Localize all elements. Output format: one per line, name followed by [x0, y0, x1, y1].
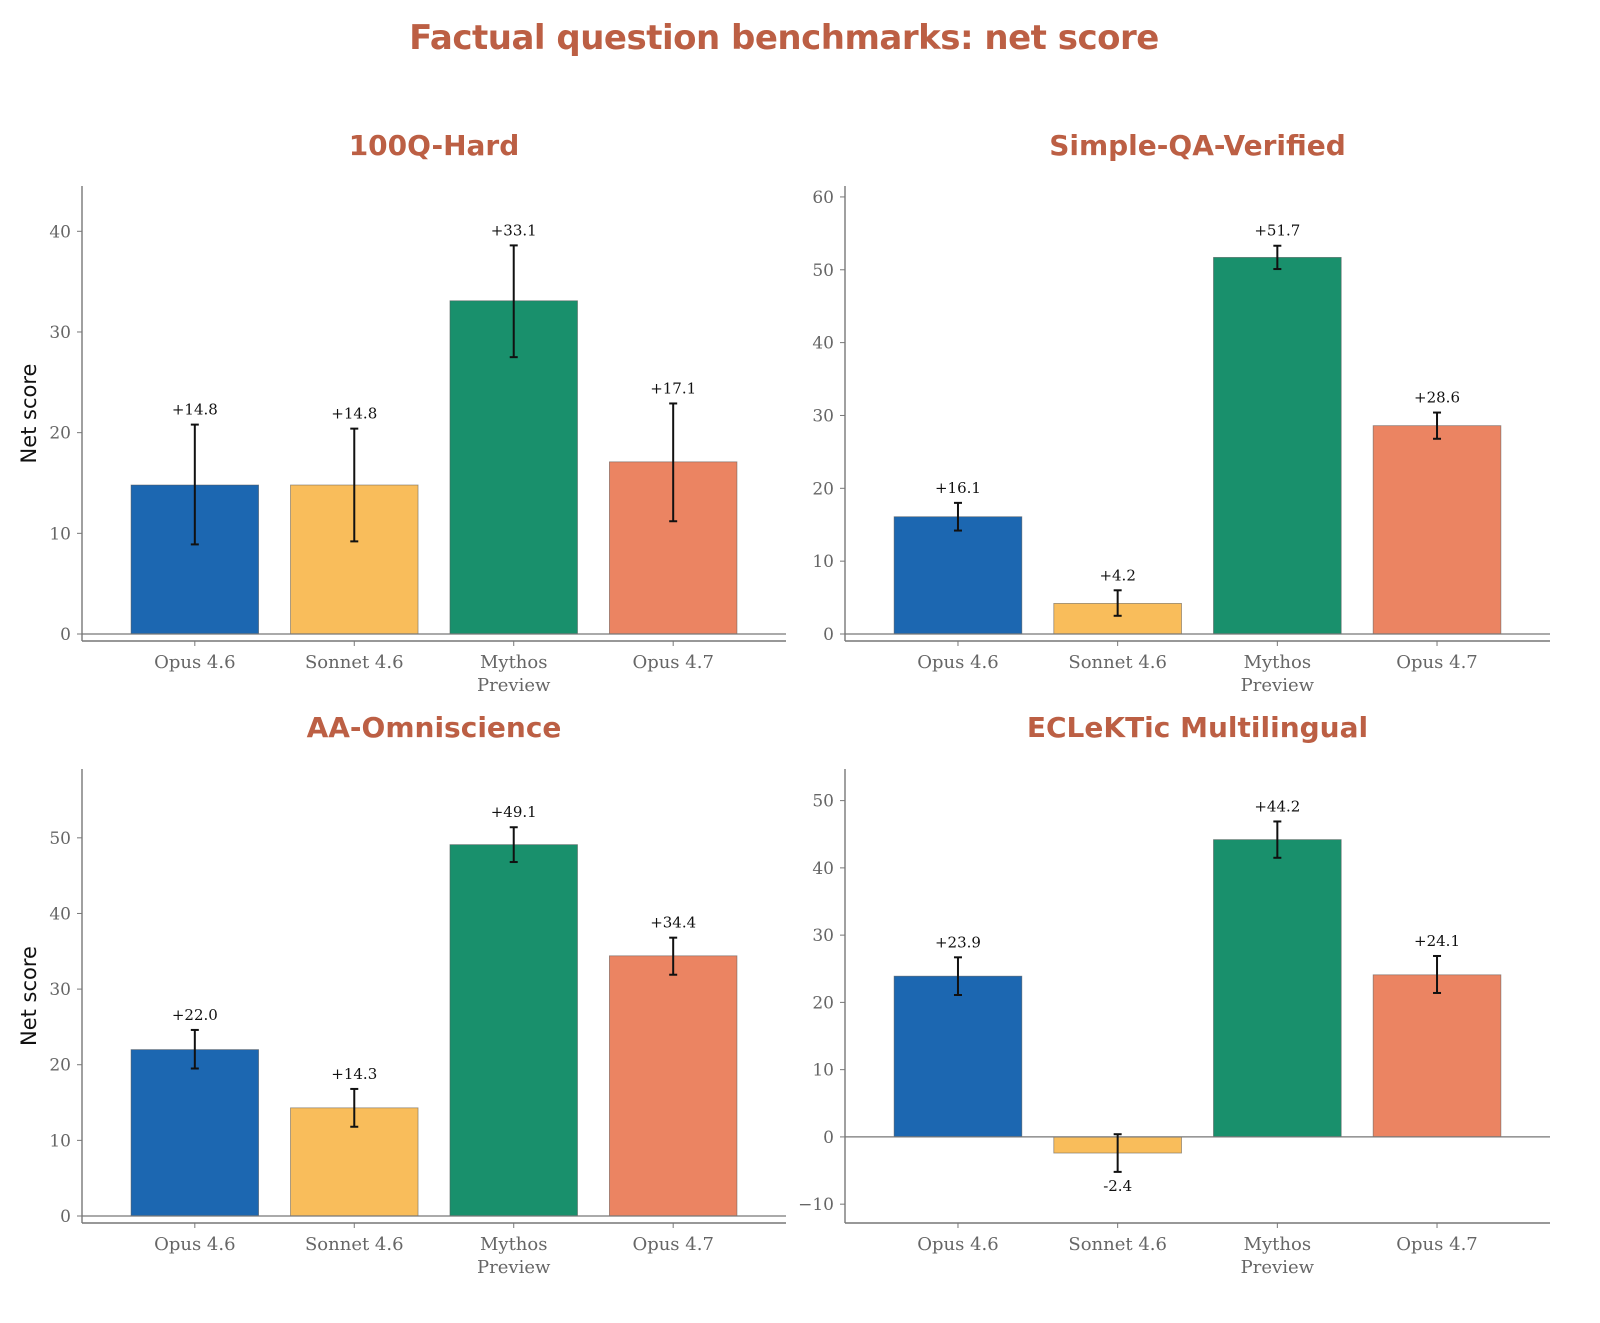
- data-label: +14.8: [331, 405, 377, 423]
- y-tick-label: −10: [798, 1195, 834, 1215]
- x-tick-label: Sonnet 4.6: [305, 652, 404, 673]
- error-bar-opus-4-6: [953, 501, 962, 532]
- error-bar-opus-4-6: [190, 1028, 199, 1070]
- error-bar-opus-4-7: [669, 402, 678, 523]
- error-bar-sonnet-4-6: [350, 427, 359, 543]
- error-bar-opus-4-7: [1433, 411, 1442, 440]
- x-tick-label: Opus 4.6: [154, 1234, 235, 1255]
- bar-opus-4-7: [609, 955, 738, 1217]
- data-label: +51.7: [1254, 222, 1300, 240]
- y-tick-label: 40: [49, 904, 71, 924]
- data-label: +16.1: [935, 479, 981, 497]
- data-label: +44.2: [1254, 797, 1300, 815]
- data-label: +24.1: [1414, 932, 1460, 950]
- bar-mythos-preview: [1213, 256, 1342, 635]
- error-bar-opus-4-6: [953, 956, 962, 996]
- data-label: +22.0: [172, 1006, 218, 1024]
- y-tick-label: 20: [49, 1056, 71, 1076]
- x-tick-label: Opus 4.7: [1396, 1234, 1477, 1255]
- x-tick-label: Opus 4.6: [917, 652, 998, 673]
- panel-title: Simple-QA-Verified: [1049, 129, 1346, 162]
- y-axis-label: Net score: [17, 946, 41, 1046]
- error-bar-opus-4-7: [669, 936, 678, 976]
- x-tick-label: Opus 4.7: [632, 652, 713, 673]
- bar-opus-4-6: [893, 516, 1023, 635]
- error-bar-mythos-preview: [509, 826, 518, 864]
- y-tick-label: 0: [823, 625, 834, 645]
- data-label: +4.2: [1099, 566, 1135, 584]
- data-label: +17.1: [650, 379, 696, 397]
- y-tick-label: 30: [49, 323, 71, 343]
- error-bar-sonnet-4-6: [350, 1087, 359, 1128]
- data-label: +28.6: [1414, 389, 1460, 407]
- bar-opus-4-7: [1372, 425, 1502, 635]
- panel-title: ECLeKTic Multilingual: [1027, 711, 1368, 744]
- x-tick-label: Sonnet 4.6: [1068, 652, 1167, 673]
- data-label: -2.4: [1103, 1177, 1132, 1195]
- panel-100q-hard: 100Q-Hard Net score +14.8 +14.8 +33.1 +17.1 0 1…: [17, 129, 786, 696]
- data-label: +14.3: [331, 1065, 377, 1083]
- y-tick-label: 50: [49, 829, 71, 849]
- y-tick-label: 10: [812, 1061, 834, 1081]
- x-tick-label: Mythos: [480, 1234, 548, 1255]
- panel-simple-qa-verified: Simple-QA-Verified +16.1 +4.2 +51.7 +28.6 0 10…: [812, 129, 1550, 696]
- panel-aa-omniscience: AA-Omniscience Net score +22.0 +14.3 +49.1 +3…: [17, 711, 786, 1278]
- y-tick-label: 40: [812, 334, 834, 354]
- y-axis-label: Net score: [17, 364, 41, 464]
- bar-mythos-preview: [1213, 839, 1342, 1138]
- y-tick-label: 20: [812, 479, 834, 499]
- y-tick-label: 0: [60, 625, 71, 645]
- y-tick-label: 0: [60, 1207, 71, 1227]
- x-tick-label: Preview: [1241, 675, 1315, 696]
- error-bar-mythos-preview: [1273, 820, 1282, 859]
- y-tick-label: 30: [49, 980, 71, 1000]
- x-tick-label: Mythos: [1244, 1234, 1312, 1255]
- y-tick-label: 10: [49, 1131, 71, 1151]
- main-title: Factual question benchmarks: net score: [409, 18, 1159, 58]
- data-label: +23.9: [935, 933, 981, 951]
- y-tick-label: 10: [49, 524, 71, 544]
- y-tick-label: 10: [812, 552, 834, 572]
- y-tick-label: 50: [812, 261, 834, 281]
- y-tick-label: 20: [49, 424, 71, 444]
- x-tick-label: Preview: [477, 675, 551, 696]
- x-tick-label: Mythos: [480, 652, 548, 673]
- y-tick-label: 60: [812, 188, 834, 208]
- panel-eclektic-multilingual: ECLeKTic Multilingual +23.9 -2.4 +44.2 +24.1…: [798, 711, 1550, 1278]
- y-tick-label: 30: [812, 926, 834, 946]
- y-tick-label: 0: [823, 1128, 834, 1148]
- y-tick-label: 50: [812, 792, 834, 812]
- panel-title: AA-Omniscience: [307, 711, 562, 744]
- data-label: +34.4: [650, 914, 696, 932]
- x-tick-label: Mythos: [1244, 652, 1312, 673]
- bar-opus-4-6: [130, 1049, 259, 1217]
- error-bar-sonnet-4-6: [1113, 1133, 1122, 1173]
- x-tick-label: Opus 4.7: [632, 1234, 713, 1255]
- bar-opus-4-7: [1372, 974, 1502, 1138]
- y-tick-label: 30: [812, 406, 834, 426]
- bar-mythos-preview: [449, 844, 578, 1217]
- x-tick-label: Preview: [1241, 1257, 1315, 1278]
- error-bar-sonnet-4-6: [1113, 589, 1122, 617]
- panel-title: 100Q-Hard: [349, 129, 520, 162]
- data-label: +14.8: [172, 401, 218, 419]
- data-label: +49.1: [491, 803, 537, 821]
- x-tick-label: Preview: [477, 1257, 551, 1278]
- data-label: +33.1: [491, 221, 537, 239]
- x-tick-label: Opus 4.6: [917, 1234, 998, 1255]
- error-bar-mythos-preview: [1273, 244, 1282, 271]
- error-bar-opus-4-7: [1433, 954, 1442, 994]
- x-tick-label: Opus 4.6: [154, 652, 235, 673]
- error-bar-mythos-preview: [509, 244, 518, 359]
- x-tick-label: Sonnet 4.6: [305, 1234, 404, 1255]
- y-tick-label: 40: [49, 222, 71, 242]
- y-tick-label: 20: [812, 993, 834, 1013]
- x-tick-label: Opus 4.7: [1396, 652, 1477, 673]
- bar-opus-4-6: [893, 975, 1023, 1138]
- y-tick-label: 40: [812, 859, 834, 879]
- error-bar-opus-4-6: [190, 423, 199, 546]
- x-tick-label: Sonnet 4.6: [1068, 1234, 1167, 1255]
